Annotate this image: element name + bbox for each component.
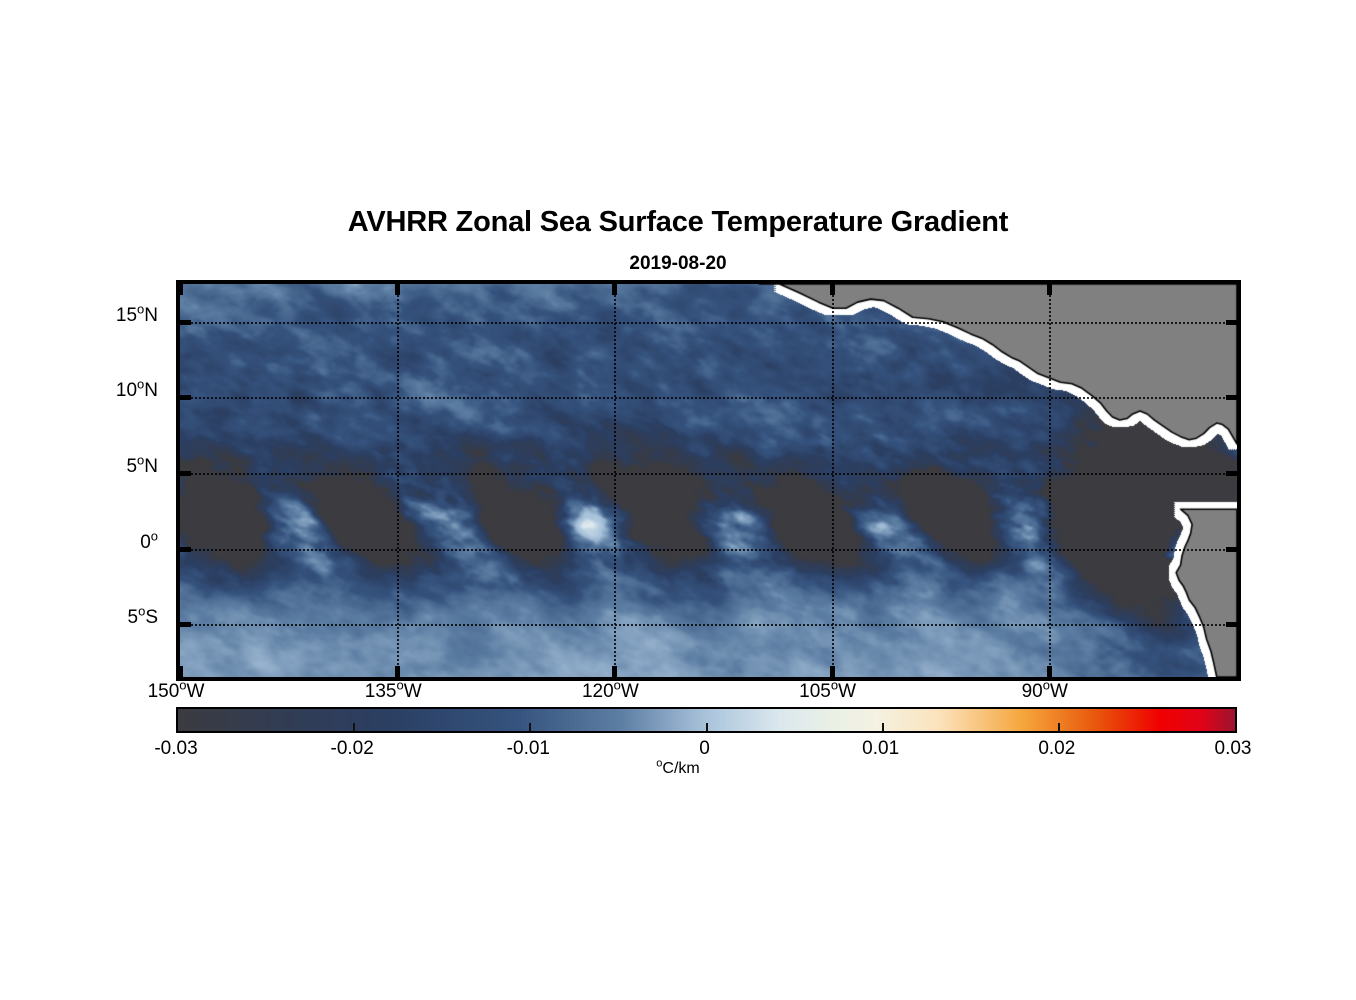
x-axis-tick — [612, 666, 618, 677]
y-axis-tick — [180, 546, 191, 552]
figure-subtitle: 2019-08-20 — [629, 253, 727, 274]
map-axes[interactable] — [176, 280, 1241, 681]
gridline-latitude — [180, 624, 1237, 627]
x-axis-tick-label: 90oW — [1021, 677, 1068, 702]
gridline-latitude — [180, 397, 1237, 400]
x-axis-tick — [1046, 666, 1052, 677]
colorbar-gradient — [178, 709, 1235, 731]
gridline-longitude — [397, 284, 400, 677]
x-axis-tick — [829, 284, 835, 295]
y-axis-tick-label: 10oN — [115, 377, 158, 402]
colorbar-tick — [881, 723, 884, 731]
y-axis-tick-label: 5oN — [126, 452, 158, 477]
page-title: AVHRR Zonal Sea Surface Temperature Grad… — [347, 206, 1009, 238]
gridline-longitude — [831, 284, 834, 677]
y-axis-tick — [1226, 395, 1237, 401]
x-axis-tick-label: 135oW — [364, 677, 422, 702]
colorbar-tick — [353, 723, 356, 731]
colorbar-tick — [529, 723, 532, 731]
y-axis-tick — [1226, 546, 1237, 552]
colorbar-tick — [1057, 723, 1060, 731]
gridline-latitude — [180, 548, 1237, 551]
colorbar-tick-label: -0.02 — [330, 738, 374, 759]
y-axis-tick-label: 15oN — [115, 301, 158, 326]
y-axis-tick — [1226, 470, 1237, 476]
y-axis-tick-label: 0o — [140, 528, 158, 553]
x-axis-tick — [178, 284, 183, 295]
y-axis-tick-label: 5oS — [127, 603, 159, 629]
colorbar-tick-label: -0.03 — [154, 738, 198, 759]
x-axis-tick-label: 150oW — [147, 677, 205, 702]
colorbar[interactable] — [176, 707, 1237, 733]
gridline-latitude — [180, 321, 1237, 324]
colorbar-unit-label: oC/km — [656, 757, 700, 777]
colorbar-tick — [705, 723, 708, 731]
colorbar-tick-label: 0 — [699, 738, 710, 759]
x-axis-tick-label: 120oW — [581, 677, 639, 702]
colorbar-tick-label: -0.01 — [506, 738, 550, 759]
y-axis-tick — [180, 319, 191, 325]
x-axis-tick — [612, 284, 618, 295]
y-axis-tick — [1226, 622, 1237, 628]
y-axis-tick — [180, 470, 191, 476]
y-axis-tick — [180, 395, 191, 401]
gridline-longitude — [614, 284, 617, 677]
y-axis-tick — [1226, 319, 1237, 325]
x-axis-tick — [1046, 284, 1052, 295]
y-axis-tick — [180, 622, 191, 628]
colorbar-tick-label: 0.01 — [862, 738, 900, 759]
x-axis-tick — [395, 284, 401, 295]
x-axis-tick — [395, 666, 401, 677]
colorbar-tick-label: 0.02 — [1038, 738, 1076, 759]
x-axis-tick-label: 105oW — [799, 677, 856, 702]
x-axis-tick — [178, 666, 183, 677]
sst-gradient-heatmap — [180, 284, 1237, 677]
x-axis-tick — [829, 666, 835, 677]
colorbar-tick-label: 0.03 — [1214, 738, 1252, 759]
gridline-longitude — [1048, 284, 1051, 677]
gridline-latitude — [180, 472, 1237, 475]
